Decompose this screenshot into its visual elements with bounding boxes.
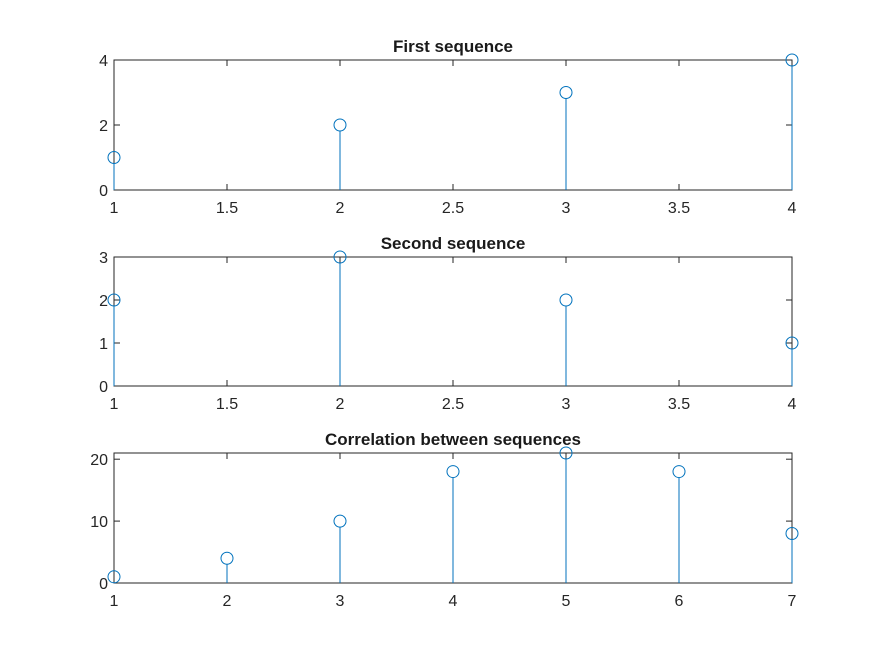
y-tick-label: 0 xyxy=(99,379,108,396)
stem-marker xyxy=(559,293,573,307)
subplot-3: Correlation between sequences 1 2 3 4 5 6 7 0 10 2… xyxy=(90,430,799,610)
stem-marker xyxy=(220,551,234,565)
stem-marker xyxy=(559,86,573,99)
x-tick-label: 3.5 xyxy=(668,200,690,217)
stem-marker xyxy=(333,118,347,132)
y-tick-label: 20 xyxy=(90,452,108,469)
x-tick-label: 6 xyxy=(675,593,684,610)
stem-marker xyxy=(107,151,121,164)
x-tick-label: 1 xyxy=(110,593,119,610)
stem-marker xyxy=(333,514,347,528)
x-tick-label: 5 xyxy=(562,593,571,610)
x-tick-label: 3.5 xyxy=(668,396,690,413)
x-tick-label: 3 xyxy=(562,200,571,217)
y-tick-label: 1 xyxy=(99,336,108,353)
axes-box xyxy=(113,59,793,191)
y-tick-label: 3 xyxy=(99,250,108,267)
x-tick-label: 4 xyxy=(449,593,458,610)
subplot-1: First sequence 1 1.5 2 2.5 3 3.5 4 0 2 4 xyxy=(99,37,799,217)
x-tick-label: 1.5 xyxy=(216,396,238,413)
x-tick-label: 7 xyxy=(788,593,797,610)
y-tick-label: 0 xyxy=(99,183,108,200)
x-tick-label: 2 xyxy=(223,593,232,610)
stem-marker xyxy=(785,526,799,540)
stem-marker xyxy=(107,293,121,307)
stem-marker xyxy=(446,465,460,479)
y-tick-label: 10 xyxy=(90,514,108,531)
x-tick-label: 2.5 xyxy=(442,200,464,217)
x-tick-label: 4 xyxy=(788,200,797,217)
y-tick-label: 2 xyxy=(99,293,108,310)
stem-marker xyxy=(785,336,799,350)
y-tick-label: 4 xyxy=(99,53,108,70)
chart-title: Second sequence xyxy=(381,234,526,253)
chart-title: First sequence xyxy=(393,37,513,56)
x-tick-label: 1 xyxy=(110,200,119,217)
stem-marker xyxy=(559,446,573,460)
x-tick-label: 3 xyxy=(336,593,345,610)
y-tick-label: 2 xyxy=(99,118,108,135)
y-tick-label: 0 xyxy=(99,576,108,593)
x-tick-label: 2 xyxy=(336,396,345,413)
stem-marker xyxy=(672,465,686,479)
x-tick-label: 3 xyxy=(562,396,571,413)
x-tick-label: 1.5 xyxy=(216,200,238,217)
stem-marker xyxy=(333,250,347,264)
chart-title: Correlation between sequences xyxy=(325,430,581,449)
x-tick-label: 4 xyxy=(788,396,797,413)
x-tick-label: 2.5 xyxy=(442,396,464,413)
stem-marker xyxy=(107,570,121,584)
axes-box xyxy=(113,256,793,387)
stem-marker xyxy=(785,53,799,67)
x-tick-label: 2 xyxy=(336,200,345,217)
x-tick-label: 1 xyxy=(110,396,119,413)
